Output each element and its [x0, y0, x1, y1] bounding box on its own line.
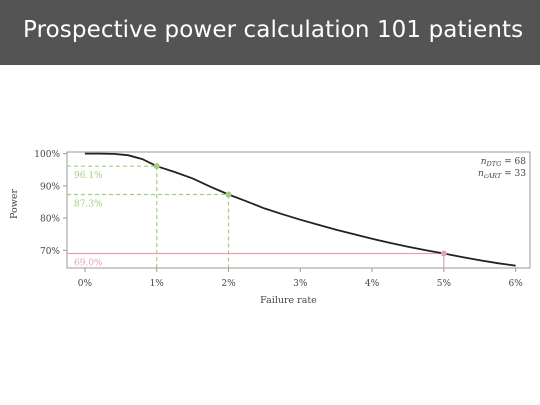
x-tick-label: 1%: [150, 279, 165, 289]
x-tick-label: 2%: [221, 279, 236, 289]
title-bar: Prospective power calculation 101 patien…: [0, 0, 540, 65]
plot-frame: [66, 151, 531, 269]
x-tick-label: 0%: [78, 279, 93, 289]
y-tick-label: 100%: [34, 150, 60, 160]
x-axis-label: Failure rate: [260, 295, 317, 306]
x-tick-label: 3%: [293, 279, 308, 289]
y-tick-label: 90%: [40, 182, 60, 192]
legend-entry: ncART = 33: [478, 169, 526, 180]
y-tick-label: 70%: [40, 247, 60, 257]
x-tick-label: 5%: [437, 279, 452, 289]
legend-entry: nDTG = 68: [481, 157, 527, 168]
highlight-point: [225, 191, 232, 198]
y-tick-label: 80%: [40, 215, 60, 225]
y-axis-label: Power: [9, 189, 20, 219]
slide-title: Prospective power calculation 101 patien…: [23, 17, 524, 43]
x-tick-label: 4%: [365, 279, 380, 289]
highlight-label: 69.0%: [74, 259, 103, 269]
highlight-point: [153, 163, 160, 170]
highlight-point: [440, 250, 447, 257]
highlight-label: 96.1%: [74, 171, 103, 181]
x-tick-label: 6%: [509, 279, 524, 289]
power-curve: [84, 152, 516, 267]
highlight-label: 87.3%: [74, 200, 103, 210]
